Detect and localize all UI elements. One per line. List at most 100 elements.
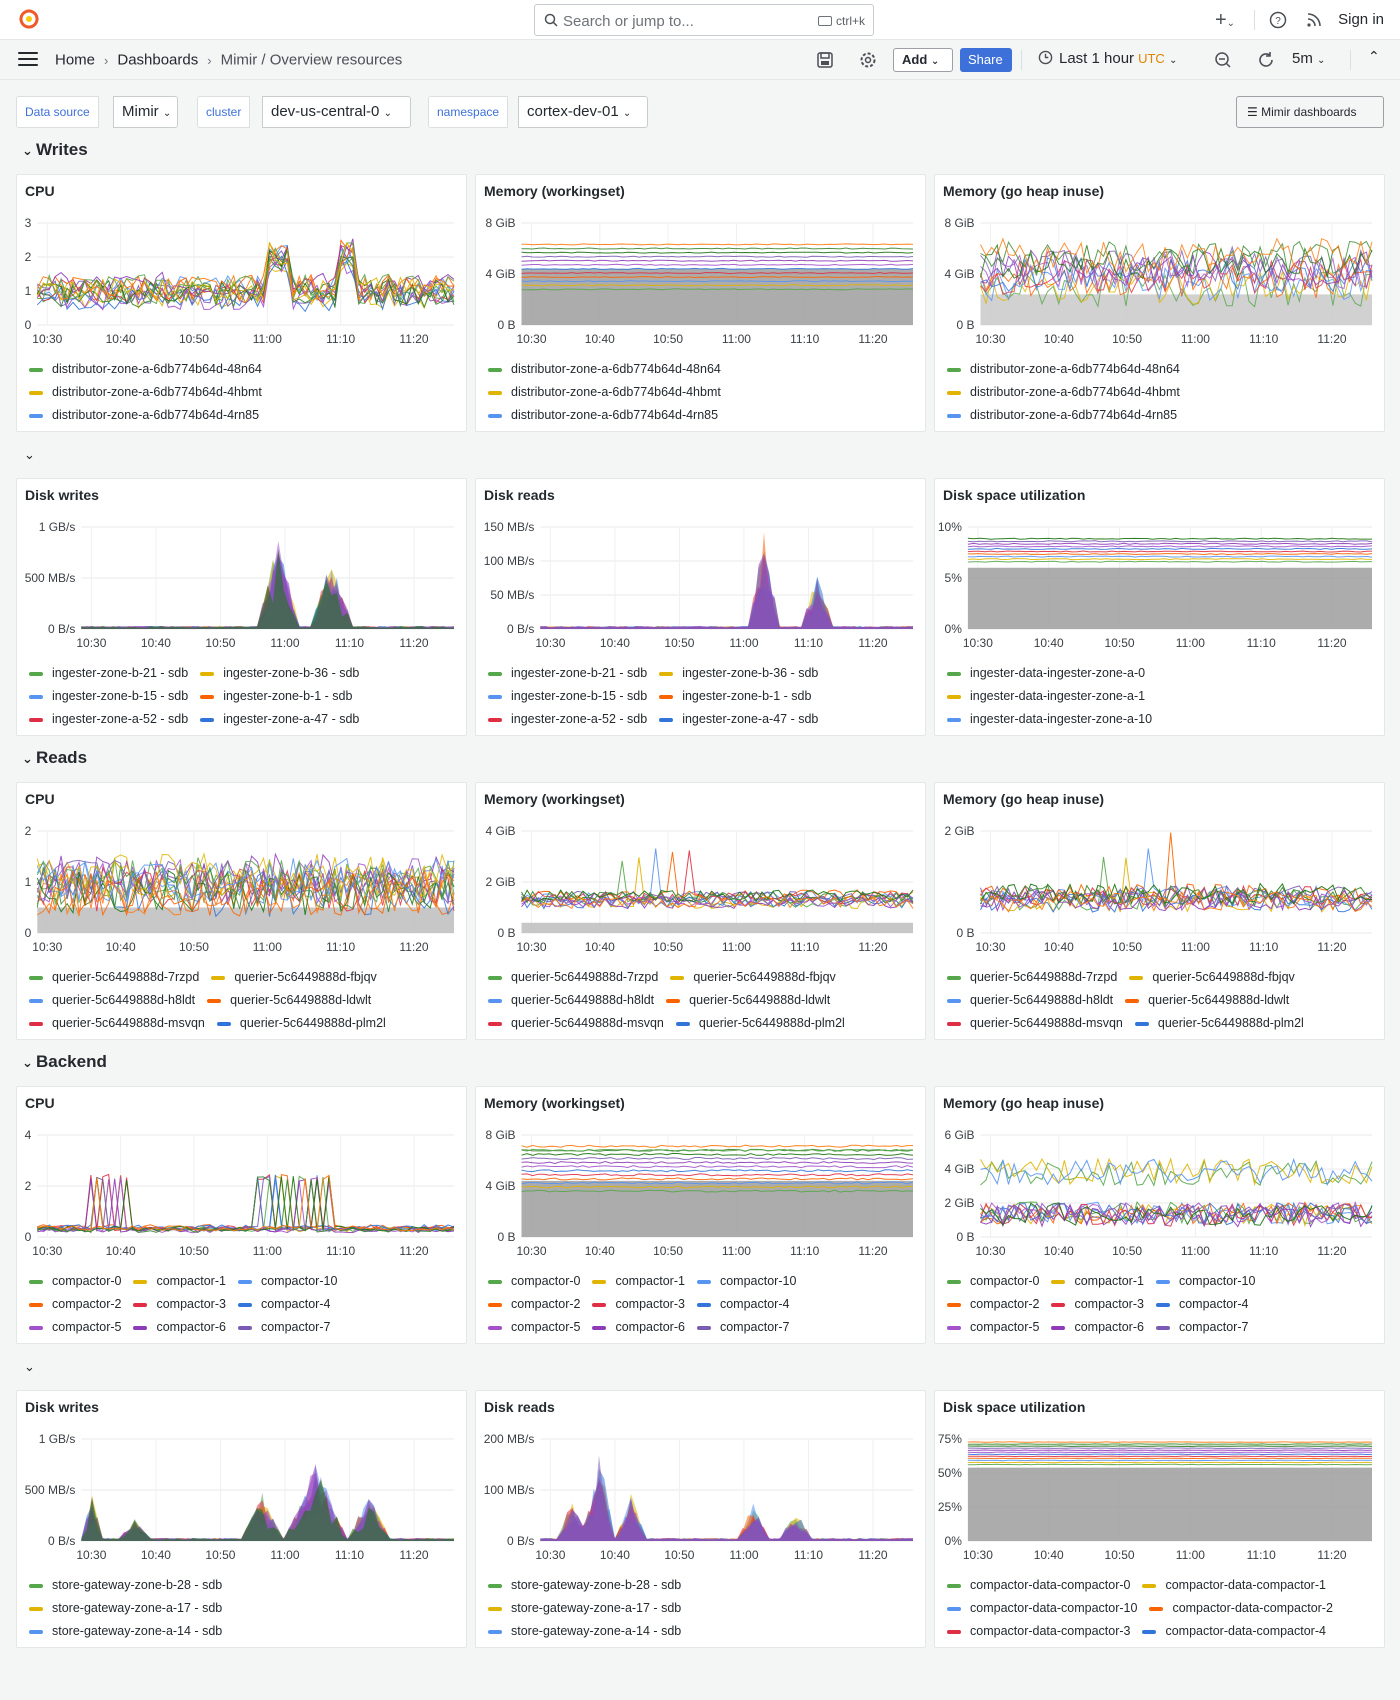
legend-item[interactable]: querier-5c6449888d-msvqn: [947, 1012, 1123, 1035]
legend-item[interactable]: querier-5c6449888d-7rzpd: [947, 966, 1117, 989]
panel-title[interactable]: Memory (go heap inuse): [943, 183, 1105, 199]
panel-title[interactable]: Disk writes: [25, 1399, 99, 1415]
panel-title[interactable]: Disk space utilization: [943, 487, 1086, 503]
legend-item[interactable]: store-gateway-zone-b-28 - sdb: [29, 1574, 447, 1597]
legend-item[interactable]: compactor-data-compactor-4: [1142, 1620, 1326, 1643]
rss-icon[interactable]: [1304, 10, 1324, 30]
legend-item[interactable]: ingester-zone-b-1 - sdb: [659, 685, 811, 708]
panel-r-heap[interactable]: Memory (go heap inuse) 2 GiB 0 B 10:30 10:40…: [934, 782, 1385, 1040]
legend-item[interactable]: compactor-7: [237, 1316, 330, 1339]
panel-plot[interactable]: 2 1 010:30 10:40 10:50 11:00 11:10 11:20: [17, 819, 468, 959]
legend-item[interactable]: compactor-10: [237, 1270, 337, 1293]
legend-item[interactable]: ingester-zone-b-15 - sdb: [29, 685, 188, 708]
legend-item[interactable]: querier-5c6449888d-7rzpd: [488, 966, 658, 989]
menu-icon[interactable]: [18, 52, 38, 68]
legend-item[interactable]: ingester-zone-a-47 - sdb: [200, 708, 359, 731]
legend-item[interactable]: ingester-zone-a-52 - sdb: [488, 708, 647, 731]
panel-title[interactable]: Memory (workingset): [484, 791, 625, 807]
legend-item[interactable]: distributor-zone-a-6db774b64d-4rn85: [488, 404, 906, 427]
panel-r-cpu[interactable]: CPU 2 1 0 10:30 10:40 10:50 11:00 11:10 11:20 quer…: [16, 782, 467, 1040]
legend-item[interactable]: ingester-zone-a-52 - sdb: [29, 708, 188, 731]
panel-plot[interactable]: 10% 5% 0%10:30 10:40 10:50 11:00 11:10 11:20: [935, 515, 1386, 655]
legend-item[interactable]: compactor-1: [1051, 1270, 1144, 1293]
zoom-out-icon[interactable]: [1213, 50, 1233, 70]
mimir-dashboards-button[interactable]: ☰ Mimir dashboards: [1236, 96, 1384, 128]
panel-plot[interactable]: 200 MB/s 100 MB/s 0 B/s10:30 10:40 10:50 11:0…: [476, 1427, 927, 1567]
legend-item[interactable]: compactor-1: [133, 1270, 226, 1293]
legend-item[interactable]: distributor-zone-a-6db774b64d-4hbmt: [488, 381, 906, 404]
legend-item[interactable]: compactor-0: [947, 1270, 1039, 1293]
variable-select-cluster[interactable]: dev-us-central-0 ⌄: [262, 96, 411, 128]
legend-item[interactable]: compactor-3: [1051, 1293, 1144, 1316]
legend-item[interactable]: querier-5c6449888d-fbjqv: [670, 966, 836, 989]
panel-b-cpu[interactable]: CPU 4 2 0 10:30 10:40 10:50 11:00 11:10 11:20 comp…: [16, 1086, 467, 1344]
panel-plot[interactable]: 75% 50% 25% 0%10:30 10:40 10:50 11:00 11:10 11:2…: [935, 1427, 1386, 1567]
panel-w-heap[interactable]: Memory (go heap inuse) 8 GiB 4 GiB 0 B 10:30…: [934, 174, 1385, 432]
panel-w-cpu[interactable]: CPU 3 2 1 0 10:30 10:40 10:50 11:00 11:10 11:20 dis…: [16, 174, 467, 432]
panel-plot[interactable]: 4 2 010:30 10:40 10:50 11:00 11:10 11:20: [17, 1123, 468, 1263]
legend-item[interactable]: compactor-3: [133, 1293, 226, 1316]
legend-item[interactable]: compactor-2: [947, 1293, 1039, 1316]
legend-item[interactable]: store-gateway-zone-a-17 - sdb: [29, 1597, 447, 1620]
panel-b-mem[interactable]: Memory (workingset) 8 GiB 4 GiB 0 B 10:30 10:…: [475, 1086, 926, 1344]
legend-item[interactable]: ingester-zone-b-1 - sdb: [200, 685, 352, 708]
legend-item[interactable]: querier-5c6449888d-ldwlt: [207, 989, 371, 1012]
row-reads[interactable]: ⌄ Reads: [22, 748, 87, 768]
legend-item[interactable]: distributor-zone-a-6db774b64d-48n64: [29, 358, 447, 381]
breadcrumb-dashboards[interactable]: Dashboards: [117, 51, 199, 69]
variable-select-namespace[interactable]: cortex-dev-01 ⌄: [518, 96, 648, 128]
panel-plot[interactable]: 2 GiB 0 B10:30 10:40 10:50 11:00 11:10 11:20: [935, 819, 1386, 959]
legend-item[interactable]: querier-5c6449888d-h8ldt: [488, 989, 654, 1012]
legend-item[interactable]: compactor-data-compactor-2: [1149, 1597, 1333, 1620]
panel-plot[interactable]: 3 2 1 010:30 10:40 10:50 11:00 11:10 11:20: [17, 211, 468, 351]
panel-plot[interactable]: 150 MB/s 100 MB/s 50 MB/s 0 B/s10:30 10:40 10…: [476, 515, 927, 655]
legend-item[interactable]: distributor-zone-a-6db774b64d-4hbmt: [29, 381, 447, 404]
grafana-logo-icon[interactable]: [18, 8, 40, 30]
legend-item[interactable]: querier-5c6449888d-7rzpd: [29, 966, 199, 989]
legend-item[interactable]: compactor-4: [1155, 1293, 1248, 1316]
legend-item[interactable]: ingester-zone-b-15 - sdb: [488, 685, 647, 708]
legend-item[interactable]: querier-5c6449888d-fbjqv: [211, 966, 377, 989]
legend-item[interactable]: querier-5c6449888d-plm2l: [675, 1012, 845, 1035]
legend-item[interactable]: querier-5c6449888d-h8ldt: [947, 989, 1113, 1012]
legend-item[interactable]: distributor-zone-a-6db774b64d-4hbmt: [947, 381, 1365, 404]
legend-item[interactable]: compactor-3: [592, 1293, 685, 1316]
panel-w-dw[interactable]: Disk writes 1 GB/s 500 MB/s 0 B/s 10:30 10:40…: [16, 478, 467, 736]
legend-item[interactable]: compactor-6: [592, 1316, 685, 1339]
legend-item[interactable]: querier-5c6449888d-ldwlt: [666, 989, 830, 1012]
legend-item[interactable]: compactor-4: [696, 1293, 789, 1316]
breadcrumb-home[interactable]: Home: [55, 51, 96, 69]
legend-item[interactable]: querier-5c6449888d-plm2l: [1134, 1012, 1304, 1035]
share-button[interactable]: Share: [960, 48, 1012, 72]
settings-icon[interactable]: [858, 50, 878, 70]
search-input[interactable]: Search or jump to... ctrl+k: [534, 4, 874, 36]
panel-plot[interactable]: 8 GiB 4 GiB 0 B10:30 10:40 10:50 11:00 11:10 11…: [935, 211, 1386, 351]
legend-item[interactable]: ingester-data-ingester-zone-a-1: [947, 685, 1365, 708]
time-range-picker[interactable]: Last 1 hour UTC ⌄: [1038, 50, 1177, 67]
legend-item[interactable]: store-gateway-zone-a-14 - sdb: [488, 1620, 906, 1643]
panel-plot[interactable]: 1 GB/s 500 MB/s 0 B/s10:30 10:40 10:50 11:00 1…: [17, 1427, 468, 1567]
legend-item[interactable]: compactor-5: [29, 1316, 121, 1339]
panel-w-dr[interactable]: Disk reads 150 MB/s 100 MB/s 50 MB/s 0 B/s 10…: [475, 478, 926, 736]
panel-plot[interactable]: 6 GiB 4 GiB 2 GiB 0 B10:30 10:40 10:50 11:00 11…: [935, 1123, 1386, 1263]
panel-b-heap[interactable]: Memory (go heap inuse) 6 GiB 4 GiB 2 GiB 0 B…: [934, 1086, 1385, 1344]
legend-item[interactable]: querier-5c6449888d-msvqn: [488, 1012, 664, 1035]
panel-plot[interactable]: 8 GiB 4 GiB 0 B10:30 10:40 10:50 11:00 11:10 11…: [476, 211, 927, 351]
panel-r-mem[interactable]: Memory (workingset) 4 GiB 2 GiB 0 B 10:30 10:…: [475, 782, 926, 1040]
panel-title[interactable]: Disk reads: [484, 487, 555, 503]
panel-title[interactable]: CPU: [25, 1095, 55, 1111]
legend-item[interactable]: compactor-6: [1051, 1316, 1144, 1339]
collapse-navbar-icon[interactable]: ⌃: [1368, 48, 1380, 64]
panel-title[interactable]: Memory (go heap inuse): [943, 791, 1105, 807]
panel-title[interactable]: Memory (go heap inuse): [943, 1095, 1105, 1111]
panel-b-dw[interactable]: Disk writes 1 GB/s 500 MB/s 0 B/s 10:30 10:40…: [16, 1390, 467, 1648]
legend-item[interactable]: compactor-4: [237, 1293, 330, 1316]
panel-b-ds[interactable]: Disk space utilization 75% 50% 25% 0% 10:30 10…: [934, 1390, 1385, 1648]
panel-title[interactable]: CPU: [25, 791, 55, 807]
row-collapse-icon[interactable]: ⌄: [24, 1359, 35, 1374]
legend-item[interactable]: compactor-5: [947, 1316, 1039, 1339]
panel-plot[interactable]: 4 GiB 2 GiB 0 B10:30 10:40 10:50 11:00 11:10 11…: [476, 819, 927, 959]
legend-item[interactable]: store-gateway-zone-a-17 - sdb: [488, 1597, 906, 1620]
legend-item[interactable]: compactor-0: [29, 1270, 121, 1293]
panel-title[interactable]: Disk reads: [484, 1399, 555, 1415]
